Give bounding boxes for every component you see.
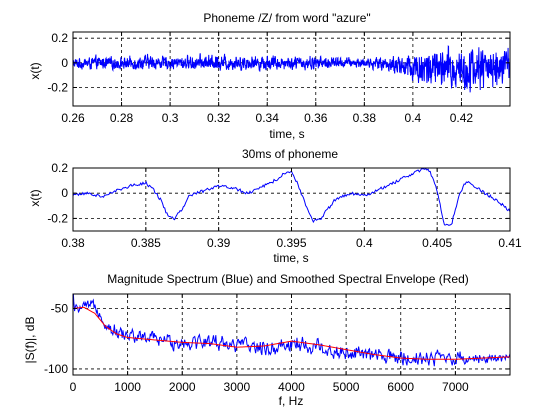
x-tick-label: 5000: [333, 380, 360, 394]
panel2-title: 30ms of phoneme: [242, 147, 338, 161]
x-tick-label: 1000: [114, 380, 141, 394]
panel-magnitude-spectrum: Magnitude Spectrum (Blue) and Smoothed S…: [23, 272, 511, 408]
y-tick-label: 0: [61, 56, 68, 70]
y-tick-label: 0: [61, 186, 68, 200]
signal-trace-line: [73, 45, 510, 93]
x-tick-label: 0.26: [61, 111, 85, 125]
x-tick-label: 0.395: [276, 236, 306, 250]
x-tick-label: 0.41: [498, 236, 522, 250]
x-tick-label: 0.38: [61, 236, 85, 250]
x-tick-label: 0.28: [110, 111, 134, 125]
y-tick-label: -100: [44, 362, 68, 376]
x-tick-label: 0.32: [207, 111, 231, 125]
x-tick-label: 0.385: [131, 236, 161, 250]
signal-trace-line: [73, 294, 510, 367]
x-tick-label: 7000: [442, 380, 469, 394]
x-tick-label: 0.36: [304, 111, 328, 125]
x-tick-label: 0.34: [256, 111, 280, 125]
panel1-title: Phoneme /Z/ from word "azure": [203, 11, 370, 25]
x-tick-label: 0.38: [353, 111, 377, 125]
panel2-xlabel: time, s: [273, 251, 308, 265]
panel1-axes-box: [72, 31, 511, 107]
panel1-ylabel: x(t): [28, 62, 42, 79]
x-tick-label: 0.4: [405, 111, 422, 125]
x-tick-label: 0.3: [162, 111, 179, 125]
x-tick-label: 2000: [169, 380, 196, 394]
panel3-xlabel: f, Hz: [279, 394, 304, 408]
panel-30ms-waveform: 30ms of phoneme time, s x(t) 0.38 0.385 0.…: [28, 147, 522, 265]
y-tick-label: 0.2: [51, 161, 68, 175]
panel-phoneme-waveform: Phoneme /Z/ from word "azure" time, s x(…: [28, 11, 511, 141]
x-tick-label: 0: [70, 380, 77, 394]
y-tick-label: 0.2: [51, 31, 68, 45]
x-tick-label: 0.39: [207, 236, 231, 250]
panel1-xlabel: time, s: [269, 127, 304, 141]
panel3-ylabel: |S(f)|, dB: [23, 317, 37, 364]
x-tick-label: 0.405: [422, 236, 452, 250]
x-tick-label: 0.4: [356, 236, 373, 250]
x-tick-label: 6000: [387, 380, 414, 394]
x-tick-label: 4000: [278, 380, 305, 394]
y-tick-label: -0.2: [47, 81, 68, 95]
y-tick-label: -50: [51, 302, 69, 316]
x-tick-label: 3000: [224, 380, 251, 394]
panel2-ylabel: x(t): [28, 189, 42, 206]
x-tick-label: 0.42: [450, 111, 474, 125]
y-tick-label: -0.2: [47, 211, 68, 225]
spectral-envelope-line: [73, 306, 510, 360]
panel3-title: Magnitude Spectrum (Blue) and Smoothed S…: [107, 272, 469, 286]
